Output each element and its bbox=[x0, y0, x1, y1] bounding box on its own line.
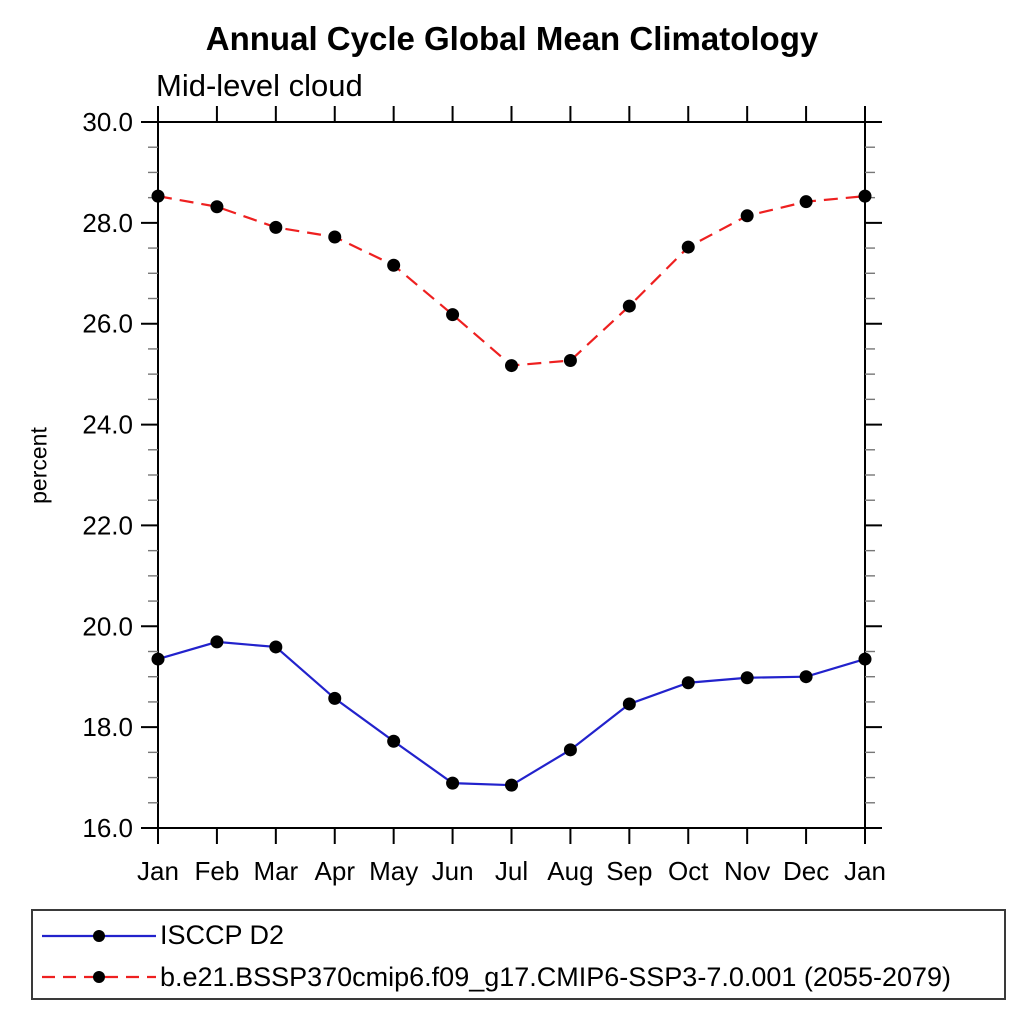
data-point-marker bbox=[799, 195, 813, 209]
legend-entry-isccp: ISCCP D2 bbox=[38, 916, 1004, 956]
data-point-marker bbox=[858, 652, 872, 666]
legend-box: ISCCP D2 b.e21.BSSP370cmip6.f09_g17.CMIP… bbox=[31, 909, 1006, 1000]
data-point-marker bbox=[505, 359, 518, 373]
series-line bbox=[157, 195, 866, 367]
legend-label: b.e21.BSSP370cmip6.f09_g17.CMIP6-SSP3-7.… bbox=[160, 961, 952, 992]
data-point-marker bbox=[210, 200, 224, 214]
y-tick-label: 16.0 bbox=[82, 813, 133, 843]
legend-sample-svg bbox=[42, 971, 156, 984]
x-tick-label: Nov bbox=[724, 856, 770, 886]
x-tick-label: Jul bbox=[495, 856, 528, 886]
x-axis-ticks: Jan Feb Mar Apr May Jun Jul Aug Sep Oct Nov Dec Jan bbox=[137, 106, 886, 886]
data-point-marker bbox=[740, 209, 754, 223]
y-tick-label: 28.0 bbox=[82, 208, 133, 238]
y-tick-label: 24.0 bbox=[82, 410, 133, 440]
x-tick-label: Apr bbox=[315, 856, 356, 886]
data-point-marker bbox=[622, 697, 636, 711]
data-point-marker bbox=[681, 240, 695, 254]
data-point-marker bbox=[210, 635, 224, 649]
plot-frame bbox=[157, 121, 866, 829]
x-tick-label: May bbox=[369, 856, 418, 886]
data-point-marker bbox=[446, 776, 460, 790]
y-tick-label: 22.0 bbox=[82, 510, 133, 540]
chart-title: Annual Cycle Global Mean Climatology bbox=[205, 20, 819, 57]
legend-label: ISCCP D2 bbox=[160, 920, 285, 951]
legend-entry-model: b.e21.BSSP370cmip6.f09_g17.CMIP6-SSP3-7.… bbox=[38, 957, 1004, 997]
series-b-e21-bssp370cmip6-f09-g17-cmip6-ssp3-7-0-001-2055-2079- bbox=[151, 189, 872, 373]
data-point-marker bbox=[151, 652, 165, 666]
y-tick-label: 20.0 bbox=[82, 611, 133, 641]
series-line bbox=[157, 640, 866, 787]
series-isccp-d2 bbox=[151, 635, 872, 792]
x-tick-label: Mar bbox=[253, 856, 298, 886]
data-point-marker bbox=[858, 189, 872, 203]
x-tick-label: Feb bbox=[195, 856, 240, 886]
x-tick-label: Jan bbox=[844, 856, 886, 886]
data-point-marker bbox=[563, 354, 577, 368]
data-point-marker bbox=[446, 308, 460, 322]
legend-line-sample-red bbox=[38, 962, 160, 992]
x-tick-label: Aug bbox=[547, 856, 593, 886]
legend-sample-svg bbox=[42, 929, 156, 942]
data-point-marker bbox=[328, 691, 342, 705]
y-tick-label: 26.0 bbox=[82, 309, 133, 339]
y-axis-ticks: 16.0 18.0 20.0 22.0 24.0 26.0 28.0 30.0 bbox=[82, 107, 882, 843]
y-tick-label: 30.0 bbox=[82, 107, 133, 137]
x-tick-label: Jan bbox=[137, 856, 179, 886]
data-point-marker bbox=[740, 671, 754, 685]
data-point-marker bbox=[563, 743, 577, 757]
chart-subtitle: Mid-level cloud bbox=[156, 68, 363, 103]
data-point-marker bbox=[269, 220, 283, 234]
data-point-marker bbox=[387, 734, 401, 748]
x-tick-label: Sep bbox=[606, 856, 652, 886]
data-point-marker bbox=[151, 189, 165, 203]
data-point-marker bbox=[328, 230, 342, 244]
legend-line-sample-blue bbox=[38, 921, 160, 951]
data-point-marker bbox=[799, 670, 813, 684]
data-point-marker bbox=[505, 778, 518, 792]
x-tick-label: Oct bbox=[668, 856, 709, 886]
y-tick-label: 18.0 bbox=[82, 712, 133, 742]
data-point-marker bbox=[387, 258, 401, 272]
x-tick-label: Jun bbox=[432, 856, 474, 886]
data-point-marker bbox=[681, 676, 695, 690]
x-tick-label: Dec bbox=[783, 856, 829, 886]
data-point-marker bbox=[269, 640, 283, 654]
data-point-marker bbox=[622, 299, 636, 313]
